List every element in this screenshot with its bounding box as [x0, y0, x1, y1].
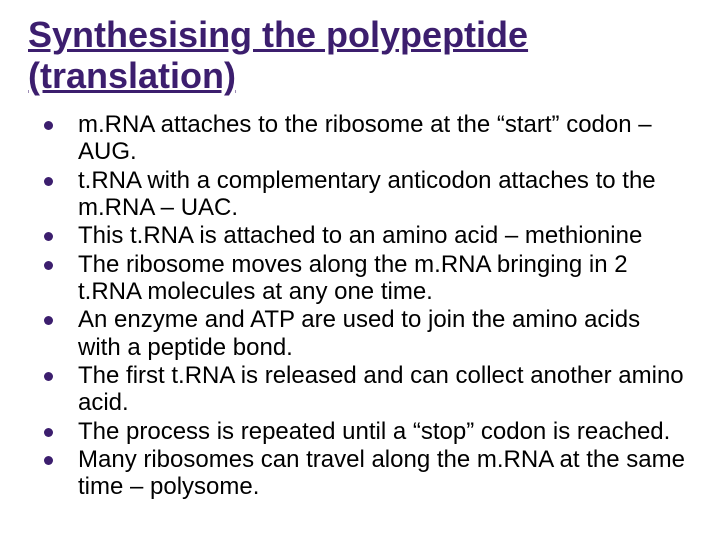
bullet-list: m.RNA attaches to the ribosome at the “s…: [28, 111, 692, 501]
list-item: The first t.RNA is released and can coll…: [44, 362, 688, 417]
bullet-text: t.RNA with a complementary anticodon att…: [78, 167, 656, 221]
bullet-icon: [44, 372, 53, 381]
bullet-text: The first t.RNA is released and can coll…: [78, 362, 684, 416]
bullet-text: m.RNA attaches to the ribosome at the “s…: [78, 111, 652, 165]
bullet-icon: [44, 261, 53, 270]
list-item: An enzyme and ATP are used to join the a…: [44, 306, 688, 361]
bullet-icon: [44, 456, 53, 465]
bullet-icon: [44, 121, 53, 130]
bullet-icon: [44, 177, 53, 186]
bullet-text: An enzyme and ATP are used to join the a…: [78, 306, 640, 360]
list-item: Many ribosomes can travel along the m.RN…: [44, 446, 688, 501]
list-item: The ribosome moves along the m.RNA bring…: [44, 251, 688, 306]
list-item: m.RNA attaches to the ribosome at the “s…: [44, 111, 688, 166]
list-item: This t.RNA is attached to an amino acid …: [44, 222, 688, 249]
slide-title: Synthesising the polypeptide (translatio…: [28, 14, 692, 97]
bullet-text: The ribosome moves along the m.RNA bring…: [78, 251, 628, 305]
bullet-text: This t.RNA is attached to an amino acid …: [78, 222, 642, 249]
bullet-icon: [44, 316, 53, 325]
bullet-icon: [44, 428, 53, 437]
bullet-icon: [44, 232, 53, 241]
list-item: t.RNA with a complementary anticodon att…: [44, 167, 688, 222]
bullet-text: The process is repeated until a “stop” c…: [78, 418, 670, 445]
bullet-text: Many ribosomes can travel along the m.RN…: [78, 446, 685, 500]
slide: Synthesising the polypeptide (translatio…: [0, 0, 720, 540]
list-item: The process is repeated until a “stop” c…: [44, 418, 688, 445]
